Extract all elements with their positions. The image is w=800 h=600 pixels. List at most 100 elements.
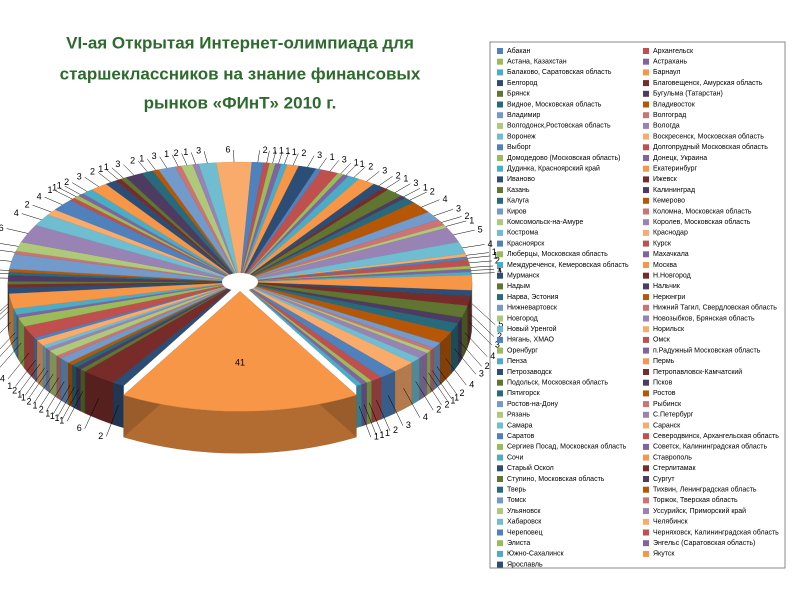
slice-side: [113, 382, 124, 428]
legend-label: Королев, Московская область: [653, 218, 751, 226]
slice: [239, 281, 362, 386]
data-label: 1: [403, 174, 408, 184]
legend-swatch: [643, 411, 649, 418]
legend-label: Абакан: [507, 47, 531, 55]
legend-swatch: [497, 283, 503, 290]
leader-line: [203, 151, 208, 164]
legend-swatch: [497, 422, 503, 429]
leader-line: [469, 260, 492, 264]
data-label: 2: [174, 148, 179, 158]
legend-label: Астрахань: [653, 59, 687, 66]
legend-label: Норильск: [653, 326, 685, 333]
legend-label: Нарва, Эстония: [507, 294, 559, 301]
leader-line: [15, 359, 36, 387]
leader-line: [459, 341, 482, 367]
data-label: 2: [465, 211, 470, 221]
leader-line: [387, 395, 404, 426]
legend-swatch: [643, 326, 649, 333]
legend-label: Н.Новгород: [653, 273, 691, 280]
data-label: 1: [374, 432, 379, 442]
leader-line: [97, 172, 112, 183]
legend-swatch: [497, 433, 503, 440]
leader-line: [318, 157, 327, 170]
legend-swatch: [643, 304, 649, 311]
legend-label: Псков: [653, 380, 673, 387]
leader-line: [433, 209, 454, 217]
leader-line: [25, 367, 45, 396]
leader-line: [62, 389, 79, 419]
leader-line: [0, 311, 9, 320]
pie-tops: [7, 161, 473, 412]
legend-label: Рязань: [507, 412, 530, 419]
legend-swatch: [497, 465, 503, 472]
leader-line: [453, 229, 475, 236]
slice-side: [68, 362, 73, 408]
slice-side: [380, 371, 396, 420]
legend-swatch: [643, 401, 649, 408]
slice-side: [430, 347, 434, 393]
slice-side: [80, 369, 86, 414]
data-label: 2: [460, 388, 465, 398]
legend-label: Сочи: [507, 454, 523, 461]
leader-line: [111, 167, 124, 179]
data-label: 3: [495, 339, 500, 349]
legend-swatch: [643, 262, 649, 268]
data-label: 2: [436, 405, 441, 415]
legend-label: Надым: [507, 283, 530, 290]
legend-swatch: [643, 433, 649, 440]
data-label: 1: [454, 393, 459, 403]
leader-line: [467, 255, 491, 259]
data-label: 1: [17, 390, 22, 400]
slice-side: [34, 337, 38, 383]
leader-line: [471, 303, 496, 326]
data-label: 2: [368, 161, 373, 171]
legend-swatch: [497, 240, 503, 247]
slice-side: [76, 366, 81, 412]
leader-line: [368, 402, 383, 434]
legend-label: Сергиев Посад, Московская область: [507, 443, 627, 451]
legend-label: Выборг: [507, 143, 531, 151]
data-label: 1: [360, 159, 365, 169]
leader-line: [307, 155, 315, 168]
legend-label: Иваново: [507, 176, 535, 183]
legend-label: Старый Оскол: [507, 464, 554, 472]
chart-title: рынков «ФИнТ» 2010 г.: [144, 93, 337, 112]
slice-side: [356, 384, 362, 428]
leader-line: [358, 405, 372, 438]
pie-center: [222, 273, 258, 291]
legend-swatch: [497, 379, 503, 386]
legend-swatch: [497, 187, 503, 194]
pie-labels: 1311232131243215411211152342342112243211…: [0, 144, 503, 442]
leader-line: [0, 250, 16, 253]
legend-label: Киров: [507, 208, 527, 215]
leader-line: [284, 152, 290, 165]
data-label: 1: [59, 416, 64, 426]
legend-label: Подольск, Московская область: [507, 379, 608, 387]
leader-line: [470, 265, 494, 268]
legend-swatch: [497, 272, 503, 279]
data-label: 1: [48, 185, 53, 195]
leader-line: [57, 386, 75, 417]
legend-swatch: [643, 422, 649, 429]
legend-label: Новозыбков, Брянская область: [653, 314, 755, 322]
legend-swatch: [497, 497, 503, 504]
legend-swatch: [643, 208, 649, 215]
legend-swatch: [497, 144, 503, 151]
legend-swatch: [497, 336, 503, 343]
legend-swatch: [643, 476, 649, 482]
legend-swatch: [497, 508, 503, 515]
slice: [239, 165, 317, 283]
leader-line: [0, 260, 12, 262]
legend-swatch: [643, 454, 649, 461]
slice-side: [43, 345, 47, 391]
leader-line: [21, 213, 42, 221]
leader-line: [441, 216, 462, 223]
legend-swatch: [643, 379, 649, 386]
legend-swatch: [497, 454, 503, 461]
data-label: 3: [479, 369, 484, 379]
legend-swatch: [643, 315, 649, 322]
legend-label: Якутск: [653, 551, 675, 558]
legend-label: Томск: [507, 497, 527, 504]
legend-label: Вологда: [653, 123, 680, 130]
slice-side: [46, 347, 50, 393]
